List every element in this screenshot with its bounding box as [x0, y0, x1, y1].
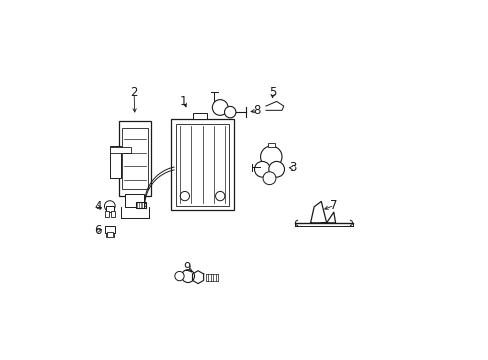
Circle shape	[212, 100, 227, 115]
Bar	[106, 206, 114, 212]
Bar	[110, 211, 115, 217]
Bar	[107, 232, 112, 237]
Text: 3: 3	[288, 161, 296, 174]
Bar	[122, 128, 148, 189]
Text: 9: 9	[183, 261, 191, 274]
Bar	[193, 113, 207, 119]
Bar	[105, 226, 115, 233]
Circle shape	[175, 271, 184, 281]
Bar	[125, 194, 144, 207]
Polygon shape	[321, 212, 335, 223]
Bar	[105, 211, 109, 217]
Bar	[267, 143, 274, 147]
Bar	[110, 146, 121, 178]
Circle shape	[215, 192, 224, 201]
Text: 7: 7	[329, 198, 337, 212]
Bar	[119, 121, 151, 196]
Circle shape	[180, 192, 189, 201]
Circle shape	[268, 161, 284, 177]
Text: 2: 2	[130, 86, 137, 99]
Circle shape	[254, 161, 270, 177]
Text: 8: 8	[253, 104, 260, 117]
Text: 1: 1	[180, 95, 187, 108]
Bar	[171, 119, 233, 210]
Circle shape	[224, 107, 235, 118]
Circle shape	[104, 201, 115, 211]
Bar	[175, 123, 229, 206]
Polygon shape	[192, 271, 203, 284]
Bar	[135, 202, 145, 207]
Text: 4: 4	[94, 200, 102, 213]
Bar	[110, 147, 131, 153]
Polygon shape	[265, 102, 283, 111]
Polygon shape	[310, 202, 326, 223]
Circle shape	[260, 146, 282, 167]
Circle shape	[181, 270, 194, 283]
Circle shape	[263, 172, 275, 185]
Text: 5: 5	[268, 86, 276, 99]
Text: 6: 6	[94, 224, 102, 237]
